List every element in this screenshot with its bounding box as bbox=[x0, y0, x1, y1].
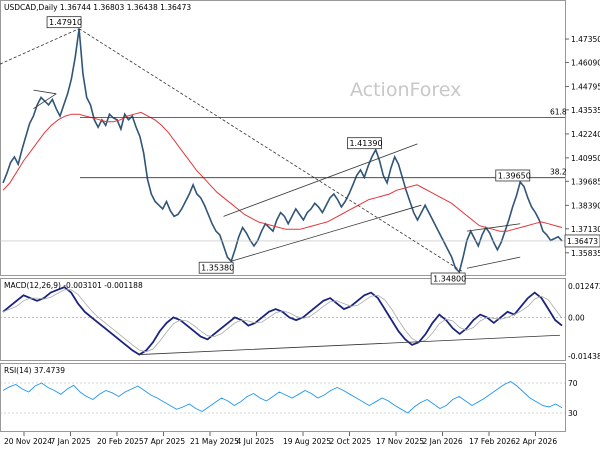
fib-level-label: 61.8 bbox=[550, 107, 567, 116]
x-tick-label: 2 Oct 2025 bbox=[330, 437, 372, 446]
x-tick-label: 17 Feb 2026 bbox=[469, 437, 516, 446]
rsi-y-tick-label: 70 bbox=[568, 379, 578, 388]
x-tick-label: 4 Jul 2025 bbox=[237, 437, 275, 446]
x-tick-label: 2 Apr 2026 bbox=[516, 437, 558, 446]
price-title: USDCAD,Daily 1.36744 1.36803 1.36438 1.3… bbox=[4, 3, 191, 12]
price-y-tick-label: 1.47350 bbox=[571, 35, 600, 44]
annotation-box bbox=[198, 261, 234, 274]
annotation-box bbox=[495, 169, 531, 182]
x-tick-label: 21 May 2025 bbox=[190, 437, 239, 446]
macd-y-tick-label: 0.012472 bbox=[568, 282, 600, 291]
rsi-y-tick-label: 30 bbox=[568, 409, 578, 418]
annotation-label: 1.47910 bbox=[49, 18, 82, 27]
price-series-line bbox=[2, 28, 563, 274]
rsi-layer bbox=[2, 380, 563, 414]
price-y-tick-label: 1.46090 bbox=[571, 58, 600, 67]
x-tick-label: 20 Nov 2024 bbox=[4, 437, 52, 446]
macd-layer bbox=[2, 286, 563, 356]
annotation-box bbox=[430, 272, 466, 285]
price-layer bbox=[2, 28, 563, 274]
wedge-lower bbox=[466, 256, 521, 269]
price-y-tick-label: 1.38390 bbox=[571, 201, 600, 210]
x-tick-label: 7 Apr 2025 bbox=[144, 437, 186, 446]
price-y-tick-label: 1.43535 bbox=[571, 106, 600, 115]
small-channel-top bbox=[33, 89, 57, 95]
macd-y-tick-label: 0.00 bbox=[568, 313, 585, 322]
annotation-box bbox=[347, 137, 382, 150]
rsi-line bbox=[2, 380, 563, 414]
watermark: ActionForex bbox=[350, 79, 461, 101]
current-price-label: 1.36473 bbox=[567, 237, 598, 246]
rsi-title: RSI(14) 37.4739 bbox=[4, 366, 65, 375]
axis-layer: 1.35835 1.37130 1.38390 1.39685 1.40950 1.422… bbox=[4, 35, 600, 446]
overlay-layer: 61.8 38.2 1.47910 1.41390 1.35380 1.39650 1.34… bbox=[0, 16, 567, 285]
price-y-tick-label: 1.42240 bbox=[571, 130, 600, 139]
moving-average-line bbox=[2, 111, 563, 232]
dashed-trendline-main bbox=[78, 28, 464, 273]
fib-level-label: 38.2 bbox=[550, 168, 567, 177]
annotation-label: 1.39650 bbox=[498, 171, 531, 180]
x-tick-label: 19 Aug 2025 bbox=[283, 437, 331, 446]
price-y-tick-label: 1.40950 bbox=[571, 154, 600, 163]
macd-title: MACD(12,26,9) -0.003101 -0.001188 bbox=[4, 281, 143, 290]
price-y-tick-label: 1.39685 bbox=[571, 177, 600, 186]
macd-y-tick-label: -0.014389 bbox=[568, 352, 600, 361]
price-y-tick-label: 1.44795 bbox=[571, 82, 600, 91]
price-y-tick-label: 1.37130 bbox=[571, 225, 600, 234]
macd-line bbox=[2, 286, 563, 356]
annotation-label: 1.34800 bbox=[433, 275, 466, 284]
rsi-panel-frame bbox=[0, 363, 566, 432]
x-tick-label: 7 Jan 2025 bbox=[51, 437, 91, 446]
annotation-label: 1.41390 bbox=[349, 139, 382, 148]
current-price-tag bbox=[564, 234, 600, 248]
annotation-label: 1.35380 bbox=[201, 264, 234, 273]
x-tick-label: 2 Jan 2026 bbox=[423, 437, 463, 446]
wedge-upper bbox=[466, 223, 521, 232]
price-y-tick-label: 1.35835 bbox=[571, 249, 600, 258]
dashed-trendline-left bbox=[0, 28, 80, 65]
channel-lower-line bbox=[231, 204, 422, 262]
macd-trendline bbox=[139, 334, 561, 355]
x-tick-label: 20 Feb 2025 bbox=[97, 437, 144, 446]
small-channel-side bbox=[33, 93, 57, 109]
price-panel-frame bbox=[0, 0, 566, 276]
annotation-box bbox=[46, 16, 82, 29]
x-tick-label: 17 Nov 2025 bbox=[376, 437, 424, 446]
channel-upper-line bbox=[223, 143, 418, 217]
macd-signal-line bbox=[2, 289, 563, 353]
